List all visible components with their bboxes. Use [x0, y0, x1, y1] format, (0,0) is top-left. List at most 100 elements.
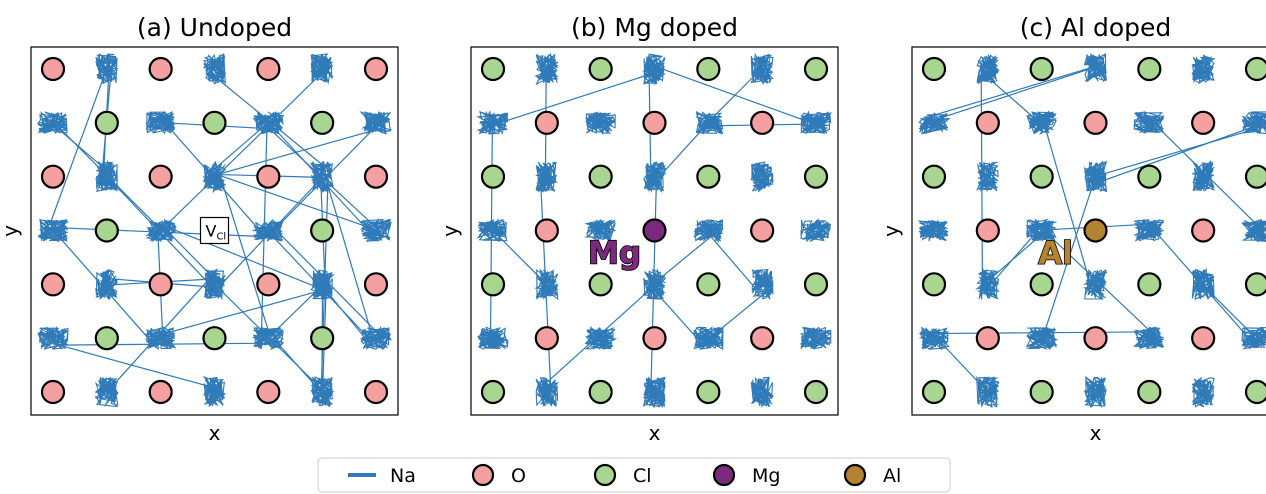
cl-atom [1137, 272, 1162, 297]
na-trajectory-cluster [919, 326, 950, 351]
cl-atom [921, 379, 947, 405]
o-atom [975, 326, 1000, 351]
legend-marker [712, 463, 736, 487]
dopant-atom [642, 218, 667, 243]
cl-atom [696, 56, 721, 82]
o-atom [148, 164, 173, 189]
o-atom [534, 218, 559, 243]
na-trajectory-cluster [1241, 111, 1266, 135]
cl-atom [202, 326, 227, 351]
panel-title: (b) Mg doped [571, 13, 738, 42]
o-atom [1191, 110, 1216, 135]
o-atom [750, 110, 775, 135]
panels: VCl (a) Undoped x y Mg (b) Mg doped x y Al (c) Al… [0, 13, 1266, 445]
cl-atom [94, 110, 119, 135]
na-hop-line [1044, 126, 1090, 278]
legend-label: Na [390, 465, 416, 487]
cl-atom [921, 56, 947, 82]
na-hop-line [323, 173, 372, 333]
na-trajectory-cluster [251, 218, 284, 242]
na-trajectory-cluster [203, 268, 226, 300]
na-trajectory-cluster [359, 218, 392, 243]
cl-atom [1137, 56, 1162, 82]
cl-atom [921, 272, 947, 297]
na-trajectory-cluster [1132, 111, 1165, 134]
legend-label: Cl [633, 465, 652, 487]
na-trajectory-cluster [251, 326, 285, 351]
cl-atom [202, 110, 227, 135]
panel-3: Al (c) Al doped x y [879, 13, 1266, 445]
o-atom [363, 272, 389, 297]
legend-label: O [511, 465, 526, 487]
x-axis-label: x [649, 421, 661, 445]
o-atom [1191, 326, 1216, 351]
na-trajectory-cluster [642, 268, 667, 300]
cl-atom [696, 379, 721, 405]
o-atom [642, 326, 667, 351]
na-trajectory-cluster [359, 325, 393, 351]
o-atom [148, 272, 173, 297]
cl-atom [310, 110, 335, 135]
na-trajectory-cluster [974, 268, 1001, 300]
cl-atom [1137, 379, 1162, 405]
na-hop-line [931, 64, 1101, 117]
cl-atom [803, 164, 829, 189]
na-trajectory-cluster [750, 376, 775, 408]
na-trajectory-cluster [642, 53, 666, 86]
na-hop-line [207, 122, 269, 175]
o-atom [148, 56, 173, 82]
na-trajectory-cluster [585, 111, 616, 136]
na-trajectory-cluster [1025, 326, 1059, 351]
o-atom [534, 326, 559, 351]
na-trajectory-cluster [750, 161, 775, 193]
o-atom [40, 379, 66, 405]
o-atom [363, 56, 389, 82]
plot-area: Al [917, 52, 1266, 409]
legend-marker [471, 463, 495, 487]
legend-item-o: O [471, 463, 526, 487]
na-trajectory-cluster [1026, 110, 1057, 136]
na-trajectory-cluster [693, 218, 724, 244]
na-trajectory-cluster [642, 376, 666, 409]
na-trajectory-cluster [1191, 267, 1215, 300]
na-trajectory-cluster [976, 161, 1000, 192]
na-hop-line [162, 224, 325, 291]
cl-atom [94, 218, 119, 243]
na-trajectory-cluster [477, 326, 509, 350]
axes-frame [911, 46, 1266, 416]
o-atom [1083, 326, 1108, 351]
na-trajectory-cluster [750, 52, 774, 85]
na-trajectory-cluster [94, 159, 119, 192]
y-axis-label: y [879, 225, 903, 237]
na-trajectory-cluster [310, 376, 335, 408]
na-hop-line [1095, 127, 1251, 184]
o-atom [363, 379, 389, 405]
na-trajectory-cluster [95, 53, 119, 85]
legend-item-cl: Cl [593, 463, 652, 487]
legend-item-al: Al [843, 463, 901, 487]
na-trajectory-cluster [800, 110, 832, 135]
na-trajectory-cluster [695, 110, 724, 135]
legend-label: Al [883, 465, 901, 487]
x-axis-label: x [209, 421, 221, 445]
na-trajectory-cluster [534, 52, 560, 86]
cl-atom [803, 56, 829, 82]
na-trajectory-cluster [584, 326, 618, 350]
na-trajectory-cluster [145, 219, 177, 243]
na-trajectory-cluster [36, 111, 68, 135]
cl-atom [480, 379, 506, 405]
na-trajectory-cluster [1191, 376, 1215, 408]
o-atom [256, 56, 281, 82]
panel-1: VCl (a) Undoped x y [0, 13, 399, 445]
legend-item-mg: Mg [712, 463, 780, 487]
axes-frame [470, 46, 839, 416]
na-trajectory-cluster [1133, 326, 1165, 350]
dopant-label: Al [1038, 236, 1073, 272]
na-trajectory-cluster [534, 268, 559, 301]
na-hop-line [709, 234, 757, 290]
na-hop-line [654, 65, 812, 124]
panel-title: (c) Al doped [1020, 13, 1171, 42]
na-trajectory-cluster [476, 218, 508, 243]
na-trajectory-cluster [359, 110, 393, 135]
